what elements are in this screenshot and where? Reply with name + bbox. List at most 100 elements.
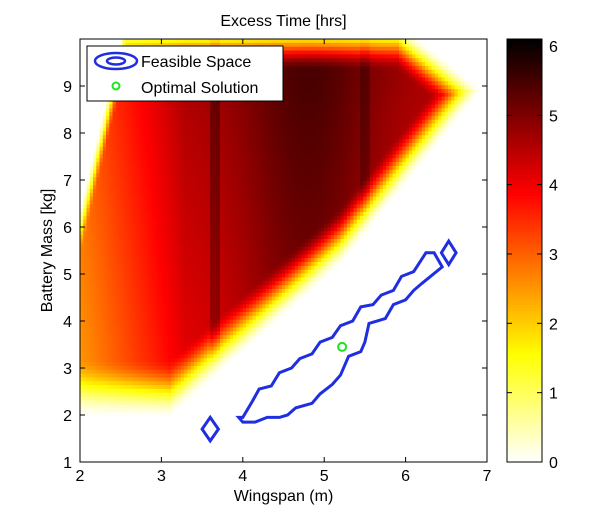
heatmap-cell bbox=[115, 119, 120, 125]
heatmap-cell bbox=[145, 138, 149, 144]
heatmap-cell bbox=[141, 208, 146, 213]
heatmap-cell bbox=[151, 354, 156, 359]
heatmap-cell bbox=[145, 223, 149, 229]
heatmap-cell bbox=[86, 296, 91, 302]
heatmap-cell bbox=[86, 288, 91, 294]
heatmap-cell bbox=[161, 158, 166, 163]
heatmap-cell bbox=[99, 119, 104, 125]
heatmap-cell bbox=[154, 388, 159, 394]
heatmap-cell bbox=[154, 338, 159, 344]
heatmap-cell bbox=[128, 188, 133, 194]
heatmap-cell bbox=[135, 404, 140, 409]
heatmap-cell bbox=[115, 150, 120, 155]
heatmap-cell bbox=[122, 169, 127, 175]
heatmap-cell bbox=[86, 242, 91, 248]
heatmap-cell bbox=[86, 212, 91, 217]
heatmap-cell bbox=[161, 235, 166, 240]
heatmap-cell bbox=[151, 365, 156, 371]
heatmap-cell bbox=[125, 327, 130, 332]
heatmap-cell bbox=[145, 369, 149, 375]
heatmap-cell bbox=[132, 396, 136, 402]
heatmap-cell bbox=[80, 204, 84, 209]
heatmap-cell bbox=[93, 346, 97, 352]
heatmap-cell bbox=[119, 400, 123, 405]
heatmap-cell bbox=[148, 423, 153, 428]
heatmap-cell bbox=[83, 100, 88, 105]
heatmap-cell bbox=[109, 119, 114, 125]
heatmap-cell bbox=[132, 315, 136, 321]
heatmap-cell bbox=[154, 412, 159, 417]
heatmap-cell bbox=[93, 285, 97, 290]
heatmap-cell bbox=[80, 92, 84, 98]
heatmap-cell bbox=[86, 304, 91, 309]
heatmap-cell bbox=[128, 115, 133, 121]
heatmap-cell bbox=[164, 108, 169, 113]
heatmap-cell bbox=[125, 388, 130, 394]
heatmap-cell bbox=[83, 119, 88, 125]
heatmap-cell bbox=[164, 208, 169, 213]
heatmap-cell bbox=[89, 104, 94, 109]
heatmap-cell bbox=[115, 396, 120, 402]
heatmap-cell bbox=[106, 404, 110, 409]
heatmap-cell bbox=[83, 165, 88, 171]
heatmap-cell bbox=[148, 338, 153, 344]
heatmap-cell bbox=[112, 123, 117, 129]
heatmap-cell bbox=[83, 46, 88, 52]
heatmap-cell bbox=[86, 446, 91, 452]
heatmap-cell bbox=[96, 185, 101, 190]
heatmap-cell bbox=[83, 162, 88, 167]
heatmap-cell bbox=[151, 392, 156, 398]
heatmap-cell bbox=[164, 319, 169, 325]
heatmap-cell bbox=[138, 123, 143, 129]
heatmap-cell bbox=[132, 277, 136, 282]
heatmap-cell bbox=[96, 362, 101, 367]
heatmap-cell bbox=[167, 281, 172, 286]
heatmap-cell bbox=[83, 223, 88, 229]
heatmap-cell bbox=[148, 319, 153, 325]
heatmap-cell bbox=[151, 312, 156, 317]
heatmap-cell bbox=[154, 108, 159, 113]
heatmap-cell bbox=[119, 438, 123, 444]
heatmap-cell bbox=[102, 354, 107, 359]
heatmap-cell bbox=[115, 181, 120, 186]
heatmap-cell bbox=[161, 412, 166, 417]
heatmap-cell bbox=[154, 123, 159, 129]
heatmap-cell bbox=[106, 327, 110, 332]
heatmap-cell bbox=[115, 108, 120, 113]
heatmap-cell bbox=[80, 381, 84, 386]
heatmap-cell bbox=[93, 223, 97, 229]
heatmap-cell bbox=[135, 258, 140, 263]
heatmap-cell bbox=[99, 327, 104, 332]
heatmap-cell bbox=[115, 454, 120, 459]
heatmap-cell bbox=[145, 419, 149, 425]
heatmap-cell bbox=[119, 146, 123, 152]
heatmap-cell bbox=[115, 338, 120, 344]
heatmap-cell bbox=[164, 281, 169, 286]
heatmap-cell bbox=[102, 104, 107, 109]
heatmap-cell bbox=[89, 273, 94, 279]
heatmap-cell bbox=[151, 188, 156, 194]
heatmap-cell bbox=[89, 169, 94, 175]
heatmap-cell bbox=[161, 281, 166, 286]
heatmap-cell bbox=[158, 208, 162, 213]
heatmap-cell bbox=[167, 127, 172, 132]
heatmap-cell bbox=[112, 39, 117, 44]
heatmap-cell bbox=[158, 373, 162, 378]
heatmap-cell bbox=[83, 192, 88, 198]
heatmap-cell bbox=[89, 312, 94, 317]
heatmap-cell bbox=[141, 185, 146, 190]
heatmap-cell bbox=[122, 304, 127, 309]
heatmap-cell bbox=[106, 292, 110, 298]
heatmap-cell bbox=[158, 39, 162, 44]
heatmap-cell bbox=[109, 319, 114, 325]
heatmap-cell bbox=[154, 192, 159, 198]
heatmap-cell bbox=[145, 285, 149, 290]
heatmap-cell bbox=[161, 342, 166, 348]
heatmap-cell bbox=[145, 273, 149, 279]
heatmap-cell bbox=[96, 285, 101, 290]
heatmap-cell bbox=[145, 235, 149, 240]
heatmap-cell bbox=[122, 338, 127, 344]
heatmap-cell bbox=[154, 335, 159, 340]
heatmap-cell bbox=[148, 219, 153, 225]
heatmap-cell bbox=[125, 288, 130, 294]
